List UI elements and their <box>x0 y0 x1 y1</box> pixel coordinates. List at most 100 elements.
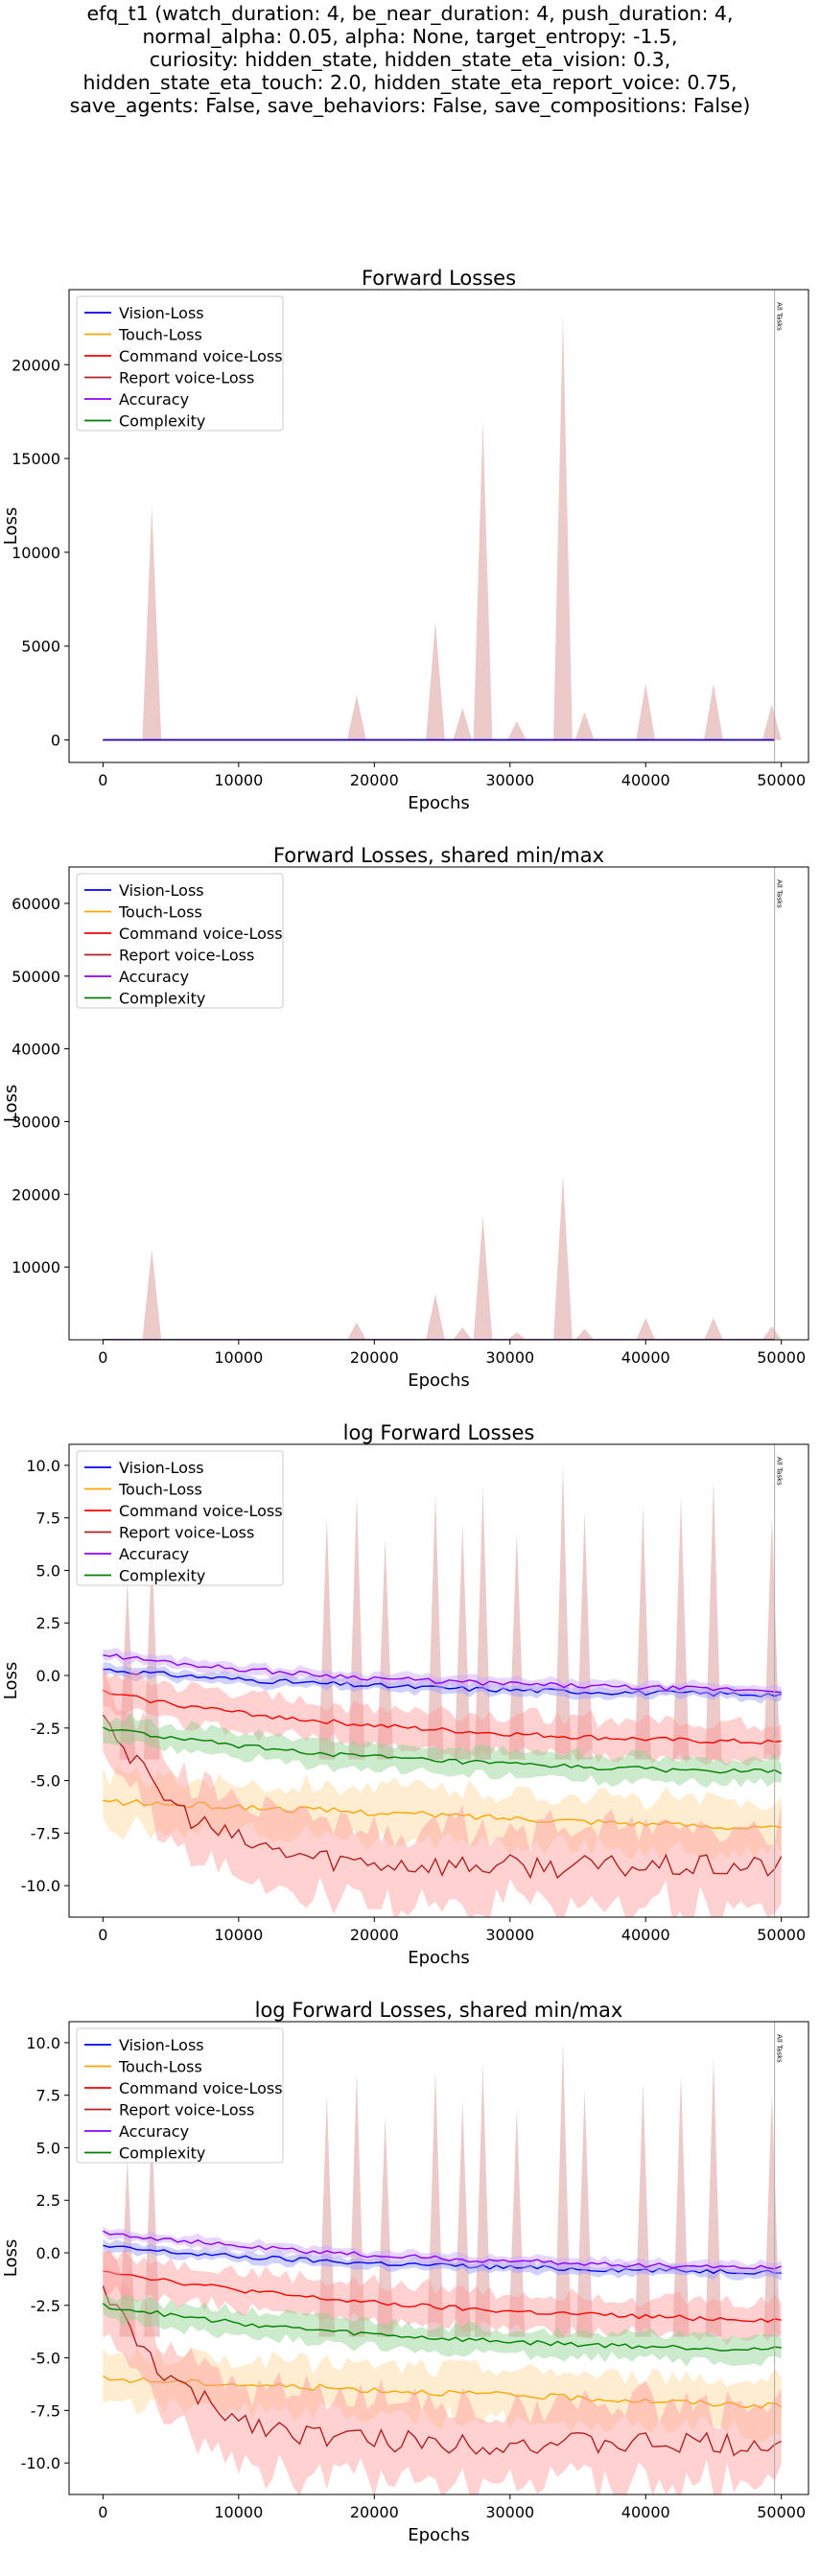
spike-band <box>705 2057 722 2337</box>
axes-frame <box>68 2021 809 2495</box>
x-tick-label: 40000 <box>621 1348 670 1367</box>
legend-label: Complexity <box>119 1567 205 1585</box>
spike-band <box>636 683 656 740</box>
x-axis-label: Epochs <box>408 1948 470 1968</box>
spike-band <box>142 1249 162 1340</box>
plot-area <box>102 1464 783 1917</box>
spike-band <box>453 1327 473 1340</box>
y-tick-label: -10.0 <box>21 2454 60 2472</box>
x-tick-label: 20000 <box>350 771 399 789</box>
legend-label: Report voice-Loss <box>119 369 254 387</box>
chart-title: Forward Losses, shared min/max <box>273 844 604 867</box>
legend-label: Vision-Loss <box>119 304 204 322</box>
spike-band <box>453 708 473 740</box>
axes-frame <box>68 866 809 1341</box>
spike-band <box>347 1322 366 1340</box>
x-tick-label: 50000 <box>757 1348 806 1367</box>
legend-label: Vision-Loss <box>119 2036 204 2054</box>
series-band-3 <box>103 2251 782 2494</box>
spike-band <box>553 316 573 740</box>
y-tick-label: 10000 <box>12 1258 60 1276</box>
y-tick-label: 60000 <box>12 895 60 913</box>
y-tick-label: -2.5 <box>31 2297 60 2315</box>
legend-label: Command voice-Loss <box>119 1502 283 1520</box>
legend-label: Command voice-Loss <box>119 2079 283 2097</box>
figure-suptitle: efq_t1 (watch_duration: 4, be_near_durat… <box>69 2 751 117</box>
y-tick-label: -5.0 <box>31 2350 60 2368</box>
axes-frame <box>68 289 809 763</box>
x-tick-label: 0 <box>98 1348 107 1367</box>
x-tick-label: 10000 <box>214 771 263 789</box>
task-vline-label: All Tasks <box>776 1457 784 1486</box>
spike-band <box>454 1524 471 1760</box>
spike-band <box>761 704 782 740</box>
x-tick-label: 30000 <box>485 2503 534 2521</box>
series-line-4 <box>103 2230 782 2270</box>
x-tick-label: 30000 <box>485 1926 534 1944</box>
series-band-4 <box>103 2226 782 2276</box>
y-tick-label: 20000 <box>12 1185 60 1204</box>
spike-band <box>763 2093 781 2337</box>
spike-band <box>473 1216 493 1340</box>
series-band-5 <box>103 2293 782 2367</box>
chart-forward-losses-shared: Forward Losses, shared min/max Epochs Loss… <box>1 844 809 1391</box>
spike-band <box>377 1538 394 1760</box>
x-tick-label: 50000 <box>757 771 806 789</box>
series-line-3 <box>102 2285 783 2457</box>
legend-label: Touch-Loss <box>118 326 202 344</box>
series-band-1 <box>103 1765 782 1861</box>
spike-band <box>506 1332 527 1340</box>
y-tick-label: 5.0 <box>36 1561 60 1580</box>
spike-band <box>318 1517 336 1760</box>
series-line-2 <box>103 2270 782 2323</box>
y-tick-label: 30000 <box>12 1112 60 1131</box>
spike-band <box>634 1505 651 1760</box>
spike-band <box>574 712 595 740</box>
spike-band <box>553 1175 573 1340</box>
axes-frame <box>68 1443 809 1918</box>
spike-band <box>143 1549 160 1760</box>
legend: Vision-Loss Touch-Loss Command voice-Loss R… <box>76 873 284 1009</box>
legend: Vision-Loss Touch-Loss Command voice-Loss R… <box>76 295 284 432</box>
x-tick-label: 0 <box>98 2503 107 2521</box>
legend-label: Complexity <box>119 990 205 1008</box>
task-vline-label: All Tasks <box>776 302 784 331</box>
legend-label: Accuracy <box>119 1545 189 1563</box>
series-line-4 <box>103 1653 782 1694</box>
legend-box <box>76 295 284 432</box>
x-tick-label: 20000 <box>350 1926 399 1944</box>
y-axis-label: Loss <box>1 2239 21 2277</box>
spike-band <box>704 683 723 740</box>
task-vline-label: All Tasks <box>776 2034 784 2063</box>
chart-log-forward-losses-shared: log Forward Losses, shared min/max Epochs… <box>1 1999 809 2545</box>
y-tick-label: -7.5 <box>31 1824 60 1842</box>
spike-band <box>119 1581 136 1760</box>
spike-band <box>454 2101 471 2337</box>
legend-label: Accuracy <box>119 2122 189 2141</box>
y-tick-label: 10.0 <box>26 1457 60 1475</box>
y-tick-label: 5.0 <box>36 2139 60 2157</box>
series-line-1 <box>103 1798 782 1831</box>
spike-band <box>761 1325 782 1340</box>
x-tick-label: 10000 <box>214 1926 263 1944</box>
spike-band <box>426 621 445 740</box>
x-tick-label: 50000 <box>757 2503 806 2521</box>
x-tick-label: 20000 <box>350 1348 399 1367</box>
spike-band <box>318 2095 336 2337</box>
y-tick-label: 2.5 <box>36 1614 60 1632</box>
legend-label: Touch-Loss <box>118 1481 202 1499</box>
y-tick-label: 0.0 <box>36 2244 60 2262</box>
y-tick-label: 10000 <box>12 544 60 562</box>
chart-forward-losses: Forward Losses Epochs Loss All Tasks 0 10000 2… <box>1 267 809 813</box>
y-tick-label: -2.5 <box>31 1720 60 1738</box>
chart-title: log Forward Losses <box>343 1421 535 1444</box>
series-line-0 <box>103 2244 782 2275</box>
y-tick-label: 0 <box>51 732 60 750</box>
x-tick-label: 30000 <box>485 771 534 789</box>
x-axis-label: Epochs <box>408 1370 470 1391</box>
legend-label: Vision-Loss <box>119 1459 204 1477</box>
legend-label: Accuracy <box>119 390 189 409</box>
series-band-2 <box>103 1667 782 1768</box>
spike-band <box>672 1496 690 1760</box>
y-tick-label: 0.0 <box>36 1667 60 1685</box>
